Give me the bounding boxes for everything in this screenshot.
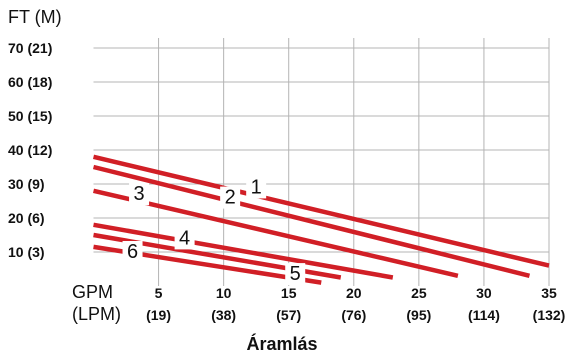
series-lines — [92, 154, 550, 285]
y-tick-label: 10 (3) — [8, 244, 45, 260]
series-line-2 — [92, 164, 531, 278]
series-label-4: 4 — [179, 227, 190, 249]
series-label-bg — [129, 183, 150, 206]
x-tick-label-lpm: (95) — [406, 307, 431, 323]
x-tick-label-gpm: 15 — [281, 285, 297, 301]
series-line-4 — [93, 222, 394, 280]
x-tick-label-lpm: (114) — [468, 307, 500, 323]
x-unit-lpm: (LPM) — [72, 304, 121, 324]
series-labels: 12 3 4 5 6 — [122, 176, 306, 286]
x-tick-label-gpm: 10 — [216, 285, 232, 301]
series-label-5: 5 — [290, 263, 301, 285]
y-axis-label: FT (M) — [8, 7, 62, 27]
x-tick-label-lpm: (132) — [533, 307, 566, 323]
y-tick-label: 50 (15) — [8, 108, 52, 124]
x-tick-label-lpm: (38) — [211, 307, 236, 323]
series-label-bg — [285, 263, 306, 286]
x-axis-ticks: 5 (19) 10 (38) 15 (57) 20 (76) 25 (95) 30 (114) 35 (1… — [146, 285, 565, 323]
series-label-2: 2 — [225, 187, 236, 209]
y-tick-label: 30 (9) — [8, 176, 45, 192]
x-tick-label-gpm: 20 — [346, 285, 362, 301]
y-tick-label: 20 (6) — [8, 210, 45, 226]
x-tick-label-lpm: (19) — [146, 307, 171, 323]
series-line-1 — [92, 154, 550, 268]
series-label-1: 1 — [251, 176, 262, 198]
series-line-3 — [92, 188, 459, 278]
series-label-bg — [246, 176, 267, 199]
x-tick-label-lpm: (57) — [276, 307, 301, 323]
x-tick-label-gpm: 25 — [411, 285, 427, 301]
y-tick-label: 70 (21) — [8, 40, 52, 56]
series-label-6: 6 — [127, 241, 138, 263]
x-unit-gpm: GPM — [72, 282, 113, 302]
y-tick-label: 40 (12) — [8, 142, 52, 158]
grid — [93, 38, 550, 286]
y-tick-label: 60 (18) — [8, 74, 52, 90]
series-label-bg — [122, 241, 143, 263]
y-axis-ticks: 70 (21) 60 (18) 50 (15) 40 (12) 30 (9) 20 (6)… — [8, 40, 52, 260]
series-label-3: 3 — [133, 183, 144, 205]
x-tick-label-lpm: (76) — [341, 307, 366, 323]
x-tick-label-gpm: 30 — [476, 285, 492, 301]
x-tick-label-gpm: 35 — [541, 285, 557, 301]
series-label-bg — [220, 186, 241, 209]
series-label-bg — [174, 227, 195, 250]
x-tick-label-gpm: 5 — [155, 285, 163, 301]
x-axis-label: Áramlás — [246, 333, 317, 354]
